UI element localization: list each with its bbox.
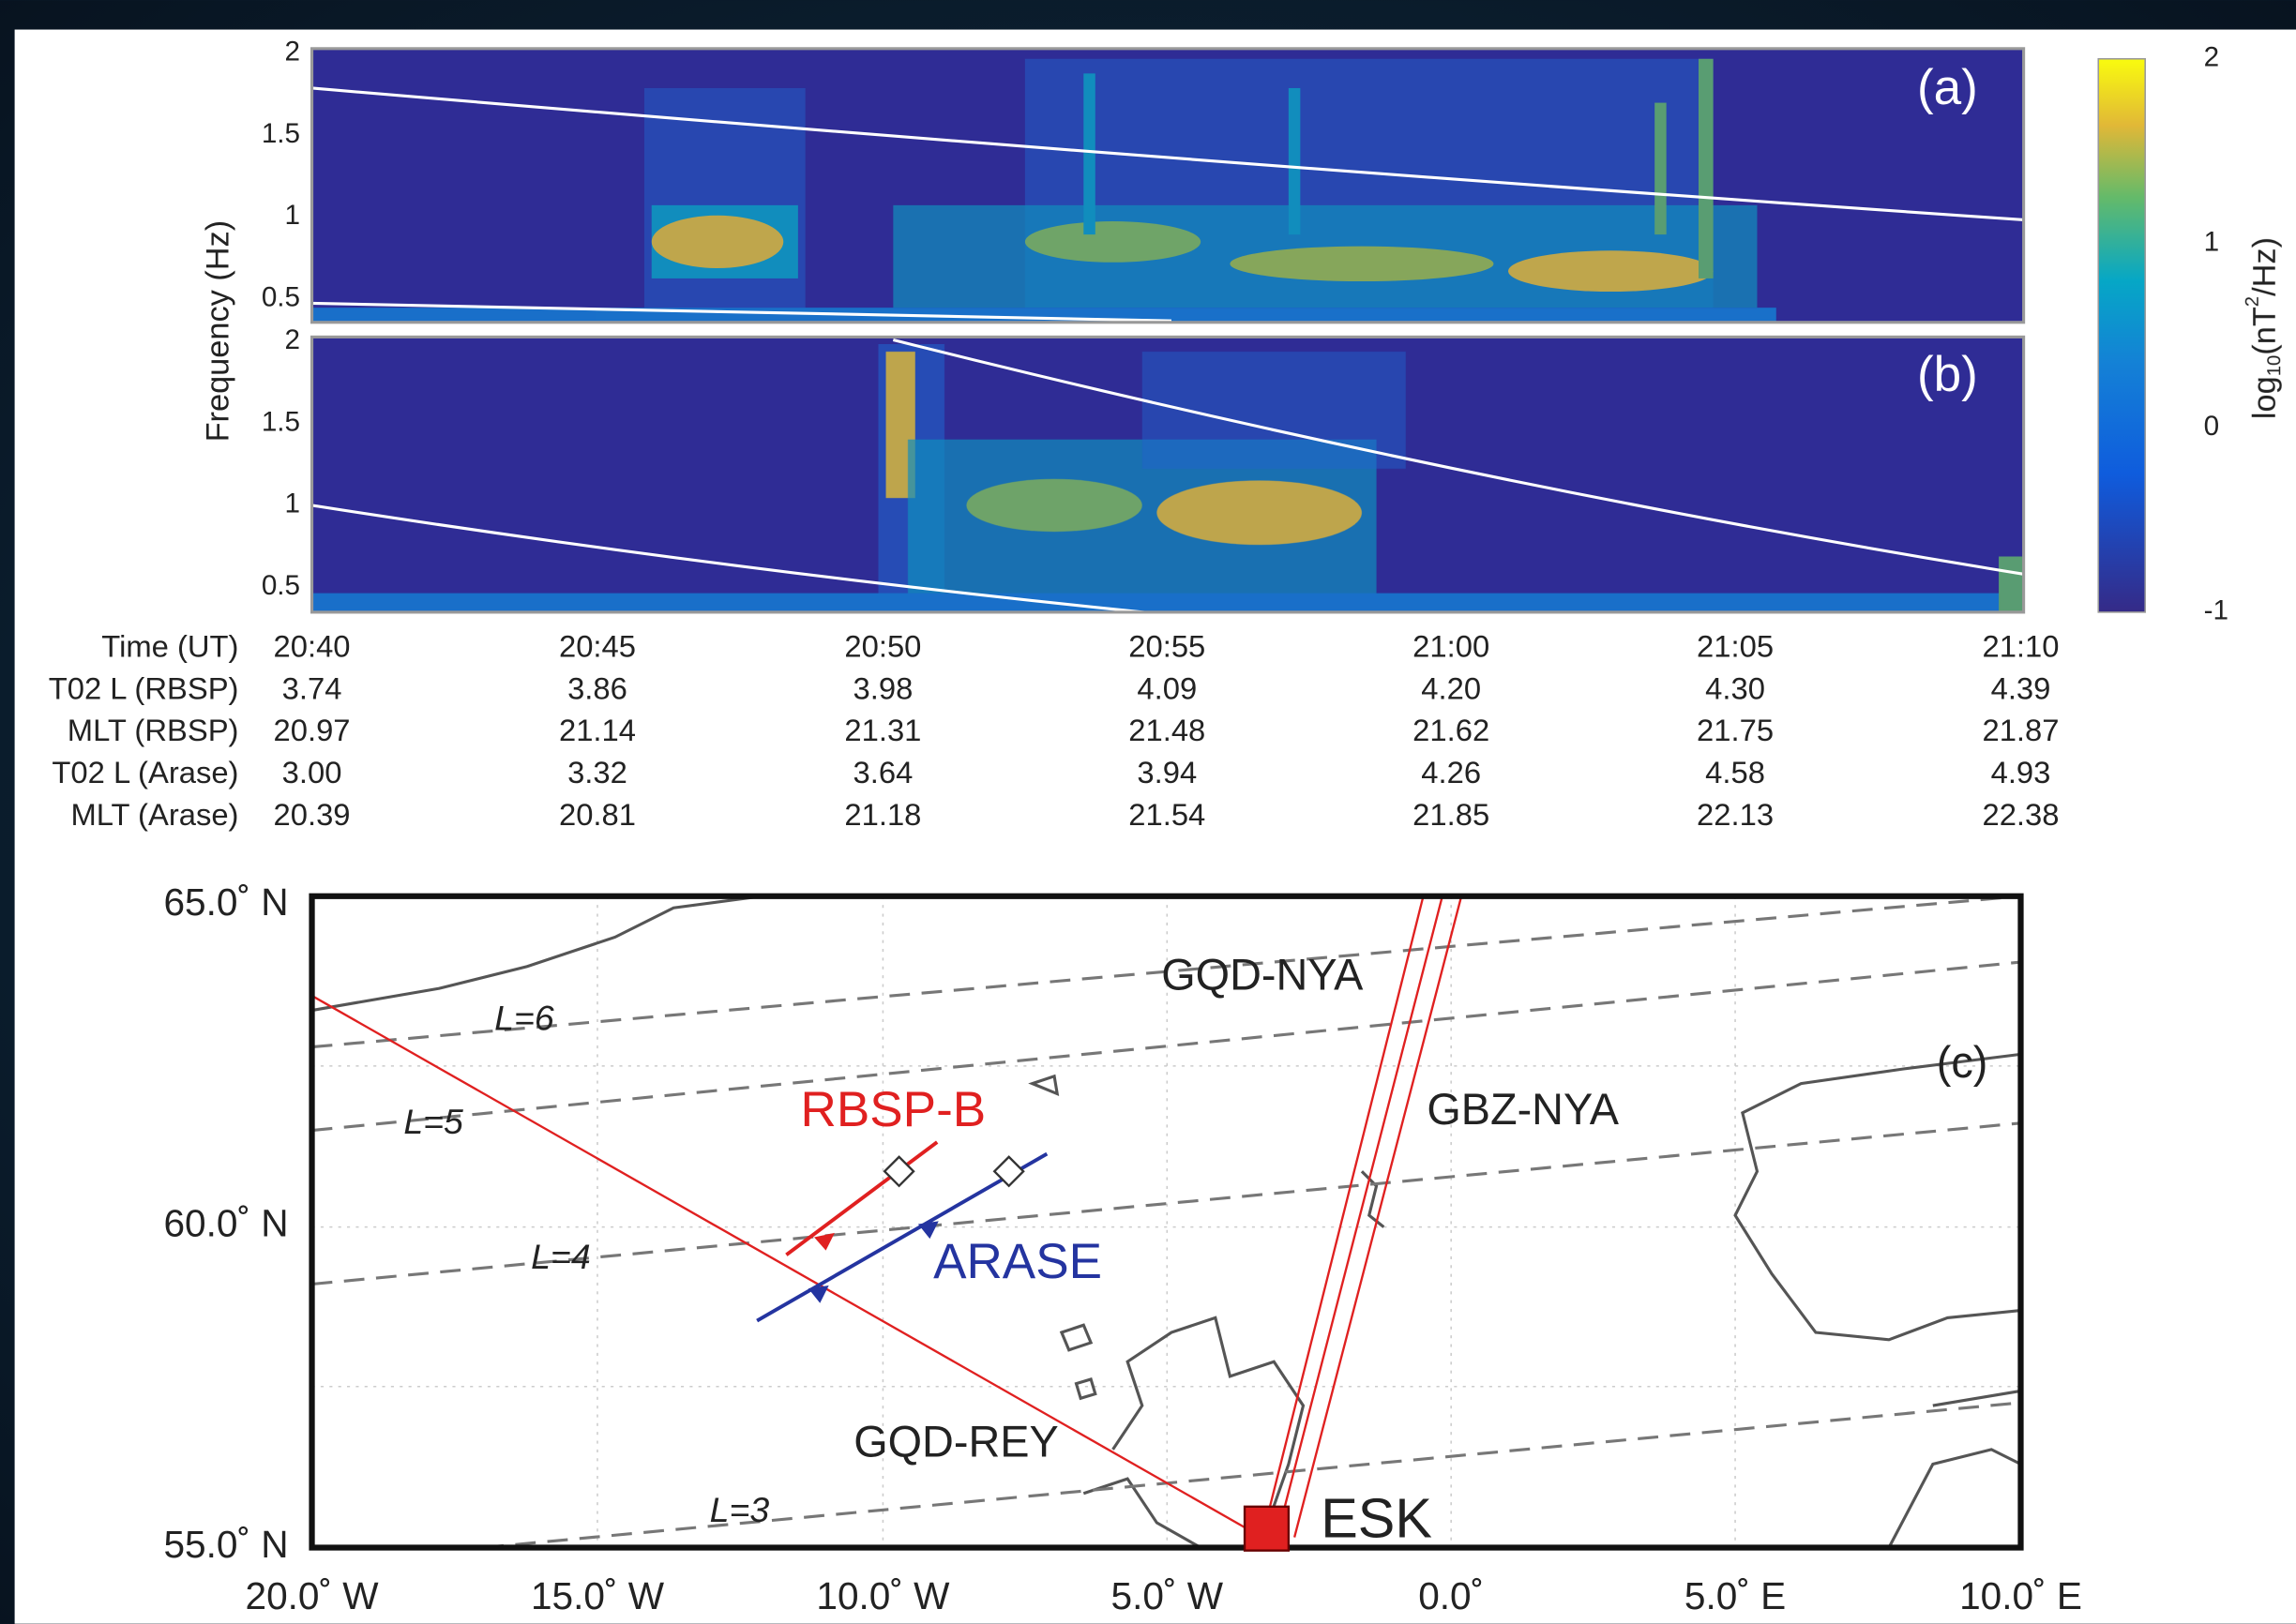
l-shell-label: L=3 [710,1490,770,1529]
colorbar-tick-label: -1 [2204,595,2228,626]
table-cell: 20:55 [1128,629,1205,664]
table-cell: 3.94 [1137,755,1197,789]
table-cell: 21:05 [1697,629,1774,664]
lon-tick-label: 10.0˚ E [1959,1574,2082,1617]
l-shell-label: L=4 [531,1237,591,1276]
table-cell: 3.98 [853,670,914,705]
table-cell: 21.18 [844,797,921,832]
table-cell: 21:00 [1412,629,1489,664]
table-cell: 21.31 [844,713,921,747]
row-header: Time (UT) [101,629,238,664]
colorbar-label: log10(nT2/Hz) [2243,237,2285,419]
table-cell: 21.75 [1697,713,1774,747]
colorbar-tick-label: 2 [2204,42,2220,73]
table-cell: 3.64 [853,755,914,789]
table-cell: 20:40 [274,629,351,664]
lon-tick-label: 5.0˚ W [1111,1574,1224,1617]
table-cell: 20.39 [274,797,351,832]
table-cell: 21:10 [1982,629,2059,664]
table-cell: 20.81 [559,797,636,832]
lon-tick-label: 5.0˚ E [1684,1574,1786,1617]
colorbar [2097,57,2146,613]
table-cell: 20.97 [274,713,351,747]
table-cell: 3.32 [567,755,627,789]
table-cell: 4.93 [1991,755,2051,789]
panel-label: (c) [1937,1038,1988,1087]
spectrogram-a [310,47,2026,324]
satellite-label: ARASE [933,1234,1102,1289]
row-header: MLT (Arase) [70,797,238,832]
table-cell: 21.87 [1982,713,2059,747]
station-label: ESK [1321,1487,1432,1550]
row-header: T02 L (RBSP) [49,670,239,705]
table-cell: 21.62 [1412,713,1489,747]
table-cell: 21.85 [1412,797,1489,832]
table-cell: 22.38 [1982,797,2059,832]
y-tick-label: 1.5 [262,406,300,437]
table-cell: 20:45 [559,629,636,664]
spectrogram-b [310,335,2026,617]
l-shell-label: L=5 [403,1102,463,1141]
y-tick-label: 2 [285,324,301,355]
table-cell: 3.00 [282,755,342,789]
y-tick-label: 1.5 [262,118,300,149]
table-cell: 4.39 [1991,670,2051,705]
lat-tick-label: 60.0˚ N [163,1202,288,1245]
lon-tick-label: 0.0˚ [1418,1574,1484,1617]
path-label: GBZ-NYA [1427,1085,1619,1134]
table-cell: 4.09 [1137,670,1197,705]
lon-tick-label: 15.0˚ W [531,1574,665,1617]
satellite-label: RBSP-B [801,1082,987,1137]
table-cell: 4.30 [1705,670,1765,705]
table-cell: 3.74 [282,670,342,705]
row-header: MLT (RBSP) [68,713,239,747]
y-axis-label: Frequency (Hz) [200,220,235,443]
path-label: GQD-NYA [1161,951,1364,1000]
path-label: GQD-REY [853,1418,1059,1466]
lat-tick-label: 65.0˚ N [163,880,288,924]
table-cell: 3.86 [567,670,627,705]
table-cell: 4.58 [1705,755,1765,789]
map [309,893,2024,1552]
row-header: T02 L (Arase) [52,755,238,789]
y-tick-label: 1 [285,489,301,519]
panel-label: (b) [1917,347,1978,402]
lat-tick-label: 55.0˚ N [163,1523,288,1566]
panel-label: (a) [1917,60,1978,115]
table-cell: 21.14 [559,713,636,747]
table-cell: 4.26 [1421,755,1481,789]
y-tick-label: 0.5 [262,570,300,601]
y-tick-label: 0.5 [262,282,300,313]
table-cell: 21.54 [1128,797,1205,832]
table-cell: 4.20 [1421,670,1481,705]
y-tick-label: 2 [285,36,301,67]
table-cell: 22.13 [1697,797,1774,832]
colorbar-tick-label: 1 [2204,226,2220,257]
colorbar-tick-label: 0 [2204,411,2220,442]
y-tick-label: 1 [285,200,301,231]
l-shell-label: L=6 [494,998,554,1037]
lon-tick-label: 10.0˚ W [816,1574,950,1617]
table-cell: 21.48 [1128,713,1205,747]
lon-tick-label: 20.0˚ W [246,1574,380,1617]
table-cell: 20:50 [844,629,921,664]
